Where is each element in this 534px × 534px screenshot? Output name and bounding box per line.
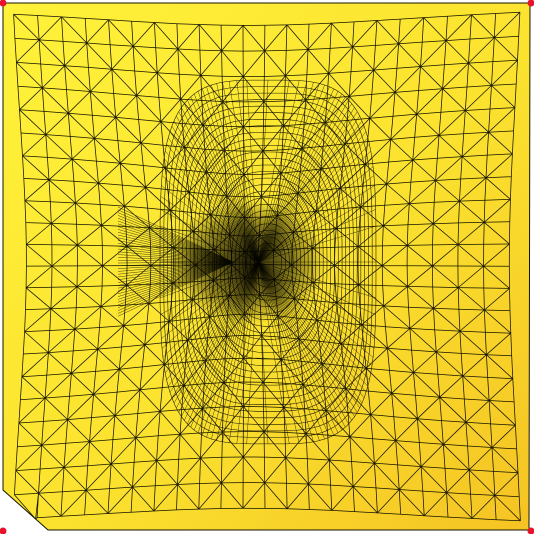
dense-mesh-core [170, 200, 326, 324]
top-left-marker [0, 0, 7, 7]
bottom-left-marker [0, 527, 7, 534]
bottom-right-marker [527, 527, 534, 534]
top-right-marker [527, 0, 534, 7]
